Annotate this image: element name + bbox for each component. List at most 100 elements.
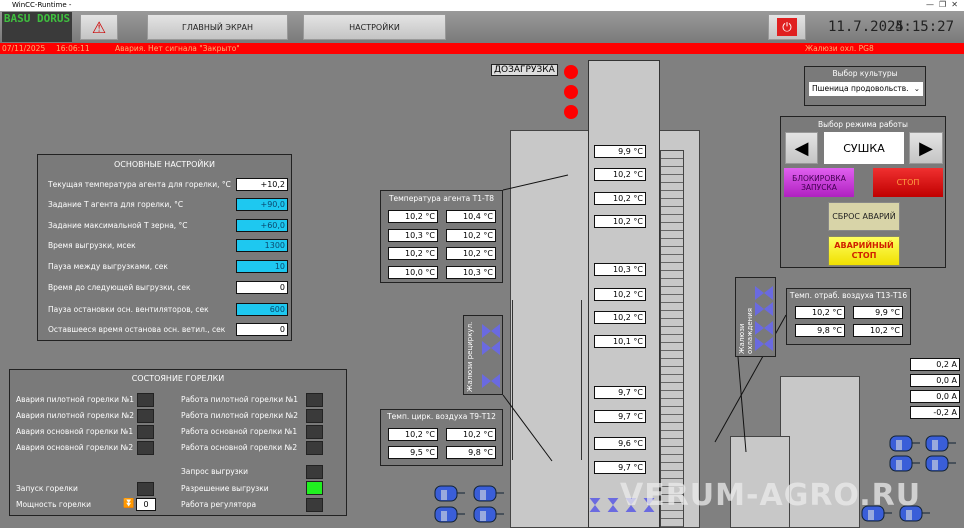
exhaust-temp: 9,8 °C — [795, 324, 845, 337]
column-temp: 10,2 °C — [594, 311, 646, 324]
fan-motor-icon[interactable] — [434, 485, 466, 502]
remaining-fan-stop-time: 0 — [236, 323, 288, 336]
agent-temp: 10,2 °C — [446, 229, 496, 242]
agent-temps-title: Температура агента Т1-Т8 — [388, 194, 495, 203]
alarm-right-message: Жалюзи охл. PG8 — [805, 44, 874, 53]
culture-title: Выбор культуры — [832, 69, 898, 78]
column-temp: 10,1 °C — [594, 335, 646, 348]
main-screen-button[interactable]: ГЛАВНЫЙ ЭКРАН — [147, 14, 288, 40]
fan-motor-icon[interactable] — [473, 506, 505, 523]
state-label: Запрос выгрузки — [181, 467, 249, 476]
culture-selected: Пшеница продовольств. — [812, 84, 909, 93]
fan-motor-icon[interactable] — [473, 485, 505, 502]
unload-pause-input[interactable]: 10 — [236, 260, 288, 273]
level-indicator — [564, 105, 578, 119]
warning-icon: ⚠ — [91, 17, 107, 37]
current-mode: СУШКА — [824, 132, 904, 164]
state-label: Работа основной горелки №2 — [181, 443, 298, 452]
main-settings-title: ОСНОВНЫЕ НАСТРОЙКИ — [113, 160, 216, 169]
unload-time-input[interactable]: 1300 — [236, 239, 288, 252]
motor-current: 0,0 A — [910, 374, 960, 387]
burner-state-panel: СОСТОЯНИЕ ГОРЕЛКИ Авария пилотной горелк… — [9, 369, 347, 516]
agent-temp: 10,0 °C — [388, 266, 438, 279]
agent-temp: 10,3 °C — [446, 266, 496, 279]
alarm-ack-button[interactable]: ⚠ — [80, 14, 118, 40]
burner-start-label: Запуск горелки — [16, 484, 78, 493]
burner-power-input[interactable]: 0 — [136, 498, 156, 511]
motor-current: -0,2 A — [910, 406, 960, 419]
exhaust-temp: 10,2 °C — [795, 306, 845, 319]
louver-valve-icon — [755, 337, 773, 351]
motor-current: 0,0 A — [910, 390, 960, 403]
culture-select[interactable]: Пшеница продовольств. ⌄ — [809, 82, 923, 96]
chevron-down-icon[interactable]: ⏬ — [123, 499, 135, 509]
mode-next-button[interactable]: ▶ — [909, 132, 943, 164]
setting-label: Оставшееся время останова осн. ветил., с… — [48, 325, 226, 334]
exhaust-temps-title: Темп. отраб. воздуха Т13-Т16 — [789, 291, 908, 300]
start-block-button[interactable]: БЛОКИРОВКА ЗАПУСКА — [784, 168, 854, 197]
alarm-time: 16:06:11 — [56, 44, 90, 53]
valve-icon[interactable] — [604, 498, 622, 512]
status-led — [306, 409, 323, 423]
state-label: Работа пилотной горелки №1 — [181, 395, 299, 404]
main-settings-panel: ОСНОВНЫЕ НАСТРОЙКИ Текущая температура а… — [37, 154, 292, 341]
exhaust-temps-panel: Темп. отраб. воздуха Т13-Т16 10,2 °C 9,9… — [786, 288, 911, 345]
state-label: Авария пилотной горелки №1 — [16, 395, 135, 404]
state-label: Работа пилотной горелки №2 — [181, 411, 299, 420]
mode-prev-button[interactable]: ◀ — [785, 132, 818, 164]
reset-alarms-button[interactable]: СБРОС АВАРИЙ — [828, 202, 900, 231]
valve-icon[interactable] — [640, 498, 658, 512]
watermark: VERUM-AGRO.RU — [620, 478, 922, 513]
level-indicator — [564, 65, 578, 79]
exhaust-temp: 9,9 °C — [853, 306, 903, 319]
fan-motor-icon[interactable] — [925, 435, 957, 452]
agent-temp: 10,3 °C — [388, 229, 438, 242]
column-temp: 10,2 °C — [594, 192, 646, 205]
logo: BASU DORUS — [2, 12, 72, 42]
valve-icon[interactable] — [586, 498, 604, 512]
clock-time: 4:15:27 — [895, 19, 955, 35]
column-temp: 9,6 °C — [594, 437, 646, 450]
cooling-louvers-label: Жалюзи охлаждения — [738, 308, 754, 354]
state-label: Авария основной горелки №2 — [16, 443, 134, 452]
fan-motor-icon[interactable] — [434, 506, 466, 523]
window-controls[interactable]: — ❐ ✕ — [925, 0, 958, 9]
recirc-louvers-label: Жалюзи рециркул. — [466, 321, 474, 392]
state-label: Работа регулятора — [181, 500, 257, 509]
agent-temp: 10,4 °C — [446, 210, 496, 223]
burner-power-label: Мощность горелки — [16, 500, 92, 509]
alarm-bar[interactable]: 07/11/2025 16:06:11 Авария. Нет сигнала … — [0, 43, 964, 54]
stop-button[interactable]: СТОП — [873, 168, 943, 197]
recirc-louvers-panel[interactable]: Жалюзи рециркул. — [463, 315, 503, 395]
agent-temp-setpoint-input[interactable]: +90,0 — [236, 198, 288, 211]
louver-valve-icon — [755, 286, 773, 300]
power-button[interactable]: ⏻ — [768, 14, 806, 40]
ladder — [660, 150, 684, 528]
fan-stop-pause-input[interactable]: 600 — [236, 303, 288, 316]
column-temp: 10,2 °C — [594, 288, 646, 301]
cooler — [780, 376, 860, 528]
status-led — [137, 393, 154, 407]
louver-valve-icon — [755, 321, 773, 335]
settings-button[interactable]: НАСТРОЙКИ — [303, 14, 446, 40]
state-label: Авария основной горелки №1 — [16, 427, 134, 436]
fan-motor-icon[interactable] — [925, 455, 957, 472]
setting-label: Пауза между выгрузками, сек — [48, 262, 168, 271]
mode-title: Выбор режима работы — [818, 120, 908, 129]
fan-motor-icon[interactable] — [889, 455, 921, 472]
status-led — [137, 409, 154, 423]
louver-valve-icon — [482, 324, 500, 338]
arrow-right-icon: ▶ — [919, 137, 933, 159]
max-grain-temp-input[interactable]: +60,0 — [236, 219, 288, 232]
emergency-stop-button[interactable]: АВАРИЙНЫЙ СТОП — [828, 236, 900, 266]
setting-label: Задание Т агента для горелки, °С — [48, 200, 184, 209]
state-label: Работа основной горелки №1 — [181, 427, 298, 436]
cooling-louvers-panel[interactable]: Жалюзи охлаждения — [735, 277, 776, 357]
fan-motor-icon[interactable] — [899, 505, 931, 522]
valve-icon[interactable] — [622, 498, 640, 512]
circ-temp: 9,8 °C — [446, 446, 496, 459]
fan-motor-icon[interactable] — [889, 435, 921, 452]
toolbar: BASU DORUS ⚠ ГЛАВНЫЙ ЭКРАН НАСТРОЙКИ ⏻ 1… — [0, 11, 964, 43]
circ-temp: 9,5 °C — [388, 446, 438, 459]
fan-motor-icon[interactable] — [861, 505, 893, 522]
